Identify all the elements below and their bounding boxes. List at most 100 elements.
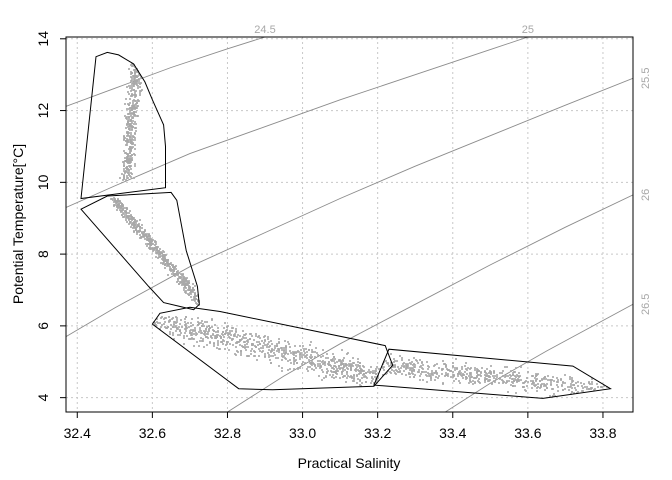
- data-point: [533, 382, 535, 384]
- data-point: [299, 356, 301, 358]
- data-point: [139, 234, 141, 236]
- data-point: [293, 368, 295, 370]
- data-point: [183, 283, 185, 285]
- data-point: [259, 337, 261, 339]
- data-point: [557, 379, 559, 381]
- data-point: [540, 385, 542, 387]
- data-point: [590, 388, 592, 390]
- data-point: [232, 344, 234, 346]
- data-point: [143, 236, 145, 238]
- data-point: [392, 366, 394, 368]
- data-point: [205, 336, 207, 338]
- data-point: [188, 280, 190, 282]
- data-point: [181, 279, 183, 281]
- data-point: [519, 375, 521, 377]
- data-point: [125, 213, 127, 215]
- data-point: [303, 350, 305, 352]
- data-point: [123, 139, 125, 141]
- data-point: [408, 359, 410, 361]
- data-point: [303, 348, 305, 350]
- data-point: [371, 376, 373, 378]
- data-point: [445, 374, 447, 376]
- data-point: [562, 381, 564, 383]
- data-point: [264, 339, 266, 341]
- data-point: [304, 352, 306, 354]
- data-point: [128, 216, 130, 218]
- data-point: [157, 251, 159, 253]
- data-point: [126, 153, 128, 155]
- data-point: [116, 209, 118, 211]
- data-point: [130, 165, 132, 167]
- data-point: [385, 360, 387, 362]
- data-point: [123, 213, 125, 215]
- data-point: [134, 227, 136, 229]
- data-point: [342, 360, 344, 362]
- data-point: [131, 126, 133, 128]
- data-point: [338, 367, 340, 369]
- data-point: [132, 105, 134, 107]
- data-point: [150, 238, 152, 240]
- data-point: [551, 379, 553, 381]
- data-point: [190, 293, 192, 295]
- data-point: [121, 210, 123, 212]
- data-point: [242, 346, 244, 348]
- data-point: [232, 327, 234, 329]
- data-point: [397, 366, 399, 368]
- data-point: [267, 336, 269, 338]
- data-point: [361, 377, 363, 379]
- data-point: [231, 339, 233, 341]
- data-point: [144, 229, 146, 231]
- data-point: [217, 342, 219, 344]
- data-point: [137, 105, 139, 107]
- data-point: [121, 206, 123, 208]
- data-point: [157, 246, 159, 248]
- data-point: [180, 281, 182, 283]
- data-point: [430, 375, 432, 377]
- data-point: [256, 359, 258, 361]
- data-point: [129, 155, 131, 157]
- data-point: [160, 251, 162, 253]
- data-point: [133, 226, 135, 228]
- data-point: [175, 265, 177, 267]
- data-point: [150, 248, 152, 250]
- data-point: [261, 340, 263, 342]
- data-point: [447, 373, 449, 375]
- data-point: [131, 159, 133, 161]
- data-point: [401, 365, 403, 367]
- data-point: [454, 367, 456, 369]
- data-point: [532, 375, 534, 377]
- data-point: [130, 140, 132, 142]
- data-point: [357, 358, 359, 360]
- data-point: [493, 380, 495, 382]
- data-point: [182, 282, 184, 284]
- data-point: [506, 366, 508, 368]
- data-point: [156, 321, 158, 323]
- data-point: [183, 278, 185, 280]
- data-point: [340, 361, 342, 363]
- data-point: [419, 359, 421, 361]
- data-point: [200, 337, 202, 339]
- data-point: [134, 74, 136, 76]
- data-point: [331, 371, 333, 373]
- data-point: [128, 85, 130, 87]
- data-point: [268, 354, 270, 356]
- data-point: [455, 378, 457, 380]
- data-point: [164, 264, 166, 266]
- data-point: [304, 356, 306, 358]
- data-point: [213, 343, 215, 345]
- data-point: [154, 322, 156, 324]
- data-point: [317, 365, 319, 367]
- data-point: [211, 326, 213, 328]
- data-point: [121, 203, 123, 205]
- data-point: [477, 374, 479, 376]
- data-point: [488, 372, 490, 374]
- data-point: [208, 328, 210, 330]
- data-point: [130, 80, 132, 82]
- data-point: [160, 252, 162, 254]
- data-point: [208, 329, 210, 331]
- data-point: [364, 375, 366, 377]
- data-point: [549, 395, 551, 397]
- data-point: [152, 250, 154, 252]
- data-point: [206, 326, 208, 328]
- data-point: [193, 296, 195, 298]
